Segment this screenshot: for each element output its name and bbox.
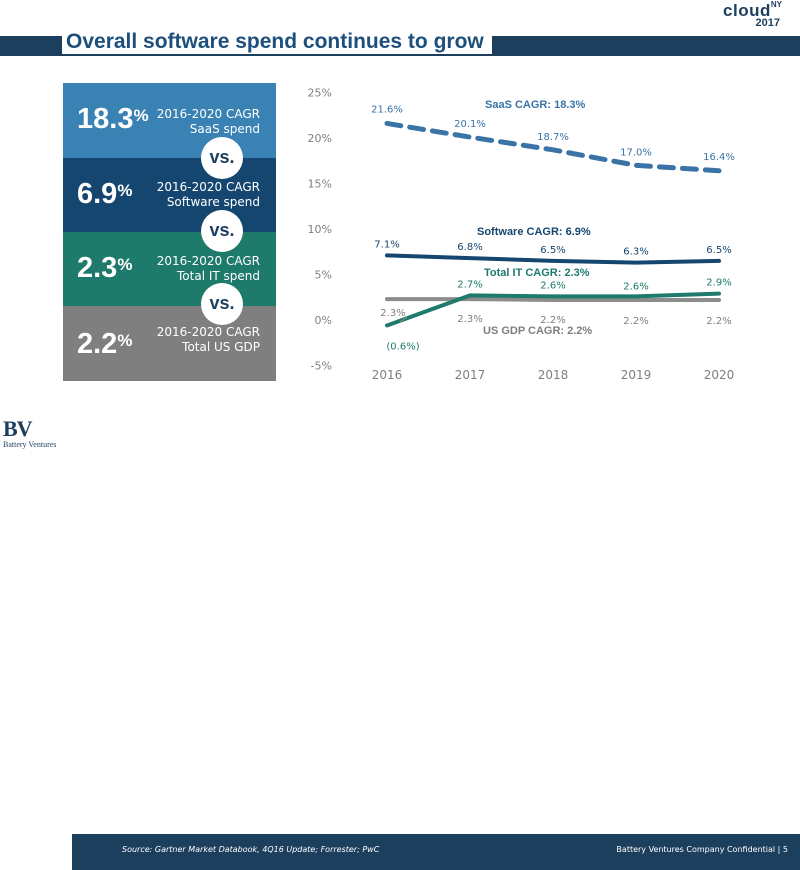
- y-tick-label: 15%: [308, 178, 332, 191]
- it-cagr-value: 2.3%: [77, 252, 133, 284]
- data-label: (0.6%): [386, 341, 419, 352]
- x-tick-label: 2018: [538, 368, 569, 382]
- data-label: 6.5%: [540, 245, 565, 256]
- series-line-software: [385, 253, 721, 265]
- footer-confidential: Battery Ventures Company Confidential | …: [616, 845, 788, 854]
- cagr-annotation: SaaS CAGR: 18.3%: [485, 99, 585, 111]
- gdp-cagr-desc: 2016-2020 CAGR Total US GDP: [156, 325, 260, 354]
- saas-cagr-desc: 2016-2020 CAGR SaaS spend: [156, 107, 260, 136]
- vs-badge-3: vs.: [201, 283, 243, 325]
- data-label: 20.1%: [454, 119, 486, 130]
- footer: Source: Gartner Market Databook, 4Q16 Up…: [0, 417, 800, 870]
- x-tick-label: 2017: [455, 368, 486, 382]
- y-tick-label: 25%: [308, 87, 332, 100]
- it-cagr-desc: 2016-2020 CAGR Total IT spend: [156, 254, 260, 283]
- x-tick-label: 2016: [372, 368, 403, 382]
- cagr-annotation: Total IT CAGR: 2.3%: [484, 267, 590, 279]
- cagr-annotation: Software CAGR: 6.9%: [477, 226, 591, 238]
- data-label: 7.1%: [374, 239, 399, 250]
- software-cagr-desc: 2016-2020 CAGR Software spend: [156, 180, 260, 209]
- data-label: 16.4%: [703, 152, 735, 163]
- y-tick-label: -5%: [311, 360, 332, 373]
- data-label: 6.8%: [457, 242, 482, 253]
- series-line-total-it: [385, 291, 721, 328]
- data-label: 2.7%: [457, 279, 482, 290]
- data-label: 2.2%: [706, 316, 731, 327]
- data-label: 17.0%: [620, 147, 652, 158]
- logo-year: 2017: [755, 17, 780, 29]
- logo-word: cloud: [723, 1, 771, 20]
- data-label: 2.6%: [540, 280, 565, 291]
- gdp-cagr-block: 2.2% 2016-2020 CAGR Total US GDP: [63, 306, 276, 381]
- bv-name: Battery Ventures: [3, 440, 57, 449]
- data-label: 18.7%: [537, 132, 569, 143]
- vs-badge-2: vs.: [201, 210, 243, 252]
- y-tick-label: 20%: [308, 132, 332, 145]
- battery-ventures-logo: BV Battery Ventures: [3, 416, 69, 450]
- data-label: 6.5%: [706, 245, 731, 256]
- bv-mark: BV: [3, 416, 33, 441]
- series-line-saas: [384, 120, 722, 174]
- data-label: 6.3%: [623, 247, 648, 258]
- label-leader-line: [399, 316, 408, 323]
- data-label: 2.6%: [623, 281, 648, 292]
- cloudny-logo: cloudNY 2017: [723, 0, 782, 29]
- saas-cagr-block: 18.3% 2016-2020 CAGR SaaS spend: [63, 83, 276, 158]
- data-label: 2.3%: [380, 308, 405, 319]
- y-tick-label: 5%: [315, 269, 332, 282]
- cagr-line-chart: 25% 20% 15% 10% 5% 0% -5% 2016 2017 2018 2019 2020 2…: [308, 87, 735, 383]
- footer-source: Source: Gartner Market Databook, 4Q16 Up…: [122, 845, 380, 854]
- logo-sup: NY: [770, 0, 782, 9]
- software-cagr-block: 6.9% 2016-2020 CAGR Software spend: [63, 158, 276, 232]
- x-tick-label: 2020: [704, 368, 735, 382]
- data-label: 2.3%: [457, 314, 482, 325]
- saas-cagr-value: 18.3%: [77, 103, 149, 135]
- x-tick-label: 2019: [621, 368, 652, 382]
- series-line-us-gdp: [385, 297, 721, 302]
- data-label: 2.2%: [540, 315, 565, 326]
- data-label: 2.2%: [623, 316, 648, 327]
- gdp-cagr-value: 2.2%: [77, 328, 133, 360]
- y-tick-label: 10%: [308, 223, 332, 236]
- data-label: 21.6%: [371, 104, 403, 115]
- software-cagr-value: 6.9%: [77, 178, 133, 210]
- vs-badge-1: vs.: [201, 137, 243, 179]
- cagr-annotation: US GDP CAGR: 2.2%: [483, 325, 592, 337]
- cagr-panel: 18.3% 2016-2020 CAGR SaaS spend 6.9% 2016…: [63, 83, 276, 381]
- data-label: 2.9%: [706, 278, 731, 289]
- page-title: Overall software spend continues to grow: [62, 30, 492, 54]
- footer-bar: Source: Gartner Market Databook, 4Q16 Up…: [72, 834, 800, 870]
- y-tick-label: 0%: [315, 314, 332, 327]
